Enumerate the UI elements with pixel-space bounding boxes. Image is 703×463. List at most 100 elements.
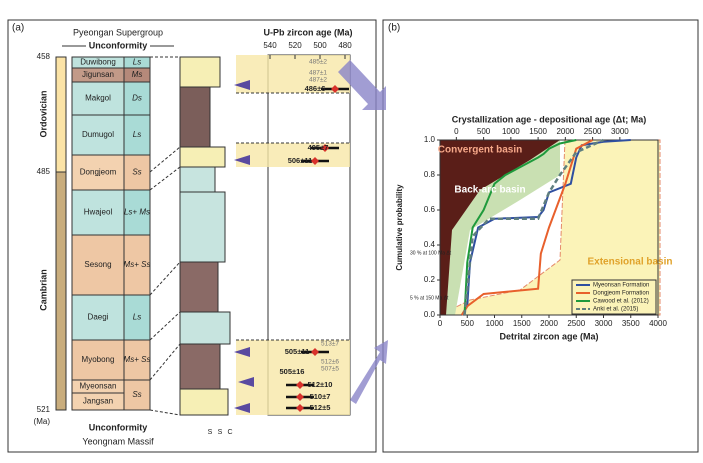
annotation: 5 % at 150 Ma Δt: [410, 295, 449, 301]
age-label: 521: [37, 405, 51, 414]
lithology: Ss: [132, 168, 141, 177]
x-tick-label: 2000: [540, 319, 558, 328]
period: Ordovician: [38, 90, 48, 137]
lithology-cell: [123, 81, 151, 116]
column-label: S: [218, 429, 223, 436]
x-tick-label: 3500: [622, 319, 640, 328]
annotation: 30 % at 100 Ma Δt: [410, 250, 452, 256]
lithology: Ls+ Ms: [124, 208, 150, 217]
age-diamond: [311, 348, 319, 356]
legend-label: Dongjeom Formation: [593, 291, 649, 297]
zircon-age: 510±7: [310, 392, 331, 401]
x2-tick-label: 500: [477, 127, 491, 136]
zircon-tick-label: 540: [263, 41, 277, 50]
zircon-title: U-Pb zircon age (Ma): [263, 27, 352, 37]
panel-label: (a): [12, 23, 24, 34]
panel-label: (b): [388, 23, 400, 34]
zircon-age: 487±2: [309, 77, 327, 84]
age-label: 485: [37, 167, 51, 176]
series-line: [463, 138, 605, 316]
x-tick-label: 4000: [649, 319, 667, 328]
x2-tick-label: 2000: [556, 127, 574, 136]
x2-tick-label: 0: [454, 127, 459, 136]
lithology: Ms+ Ss: [124, 260, 151, 269]
formation-cell: [71, 154, 125, 191]
panel-b-frame: [382, 19, 699, 453]
lithology: Ls: [133, 130, 141, 139]
formation-name: Jangsan: [83, 397, 113, 406]
zircon-age: 505±16: [280, 367, 305, 376]
formation-name: Myeonsan: [80, 382, 117, 391]
x-axis-title: Detrital zircon age (Ma): [499, 331, 598, 341]
y-tick-label: 0.6: [424, 205, 436, 214]
x2-axis-title: Crystallization age - depositional age (…: [452, 114, 647, 124]
formation-cell: [71, 189, 125, 236]
big-arrows: [338, 60, 388, 404]
lithology: Ss: [132, 390, 141, 399]
x-tick-label: 2500: [567, 319, 585, 328]
y-tick-label: 0.8: [424, 170, 436, 179]
y-tick-label: 0.4: [424, 240, 436, 249]
zircon-age: 485±2: [309, 59, 327, 66]
zircon-age: 506±11: [288, 156, 313, 165]
x2-tick-label: 3000: [611, 127, 629, 136]
column-label: S: [208, 429, 213, 436]
formation-name: Makgol: [85, 94, 111, 103]
lithology: Ds: [132, 94, 142, 103]
x2-tick-label: 2500: [584, 127, 602, 136]
zircon-age: 512±6: [321, 359, 339, 366]
zircon-age: 486±6: [305, 84, 326, 93]
age-diamond: [296, 381, 304, 389]
x-tick-label: 500: [461, 319, 475, 328]
age-diamond: [296, 404, 304, 412]
supergroup: Pyeongan Supergroup: [73, 27, 163, 37]
period-bar: [55, 171, 67, 411]
formation-name: Daegi: [88, 313, 109, 322]
formation-name: Dumugol: [82, 130, 114, 139]
x-tick-label: 1500: [513, 319, 531, 328]
zircon-age: 495±7: [308, 143, 329, 152]
region-label: Back-arc basin: [454, 185, 525, 196]
lithology: Ms+ Ss: [124, 355, 151, 364]
region-label: Extensional basin: [587, 257, 672, 268]
correlation-lines: [149, 56, 350, 416]
unconformity: Unconformity: [89, 40, 148, 50]
x-tick-label: 3000: [595, 319, 613, 328]
age-label: 458: [37, 52, 51, 61]
formation-name: Sesong: [84, 260, 111, 269]
x-tick-label: 1000: [486, 319, 504, 328]
series-line: [463, 139, 577, 316]
formation-name: Jigunsan: [82, 70, 114, 79]
formation-cell: [71, 339, 125, 381]
series-line: [460, 139, 594, 316]
x2-tick-label: 1000: [502, 127, 520, 136]
period-bar: [55, 56, 67, 173]
y-tick-label: 1.0: [424, 135, 436, 144]
age-diamond: [296, 393, 304, 401]
zircon-tick-label: 480: [338, 41, 352, 50]
formation-name: Duwibong: [80, 58, 116, 67]
zircon-tick-label: 520: [288, 41, 302, 50]
y-axis-title: Cumulative probability: [395, 184, 404, 271]
age-diamond: [331, 85, 339, 93]
y-tick-label: 0.0: [424, 310, 436, 319]
lithology-cell: [123, 234, 151, 296]
lithology-cell: [123, 379, 151, 411]
formation-name: Hwajeol: [84, 208, 113, 217]
formation-name: Myobong: [82, 355, 115, 364]
age-label: (Ma): [34, 417, 51, 426]
lithology-cell: [123, 294, 151, 341]
zircon-age: 507±5: [321, 366, 339, 373]
zircon-age: 505±11: [285, 347, 310, 356]
zircon-age: 512±5: [310, 403, 331, 412]
arrows: [234, 80, 254, 413]
panel-a-frame: [7, 19, 377, 453]
zircon-tick-label: 500: [313, 41, 327, 50]
lithology: Ms: [132, 70, 143, 79]
x2-tick-label: 1500: [529, 127, 547, 136]
legend-frame: [571, 279, 657, 315]
period: Cambrian: [38, 269, 48, 311]
formation-cell: [71, 294, 125, 341]
legend-label: Anki et al. (2015): [593, 307, 638, 313]
